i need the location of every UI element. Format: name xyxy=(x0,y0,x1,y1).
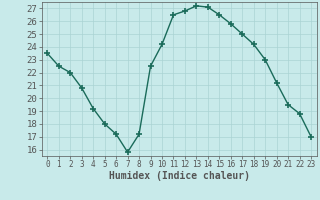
X-axis label: Humidex (Indice chaleur): Humidex (Indice chaleur) xyxy=(109,171,250,181)
